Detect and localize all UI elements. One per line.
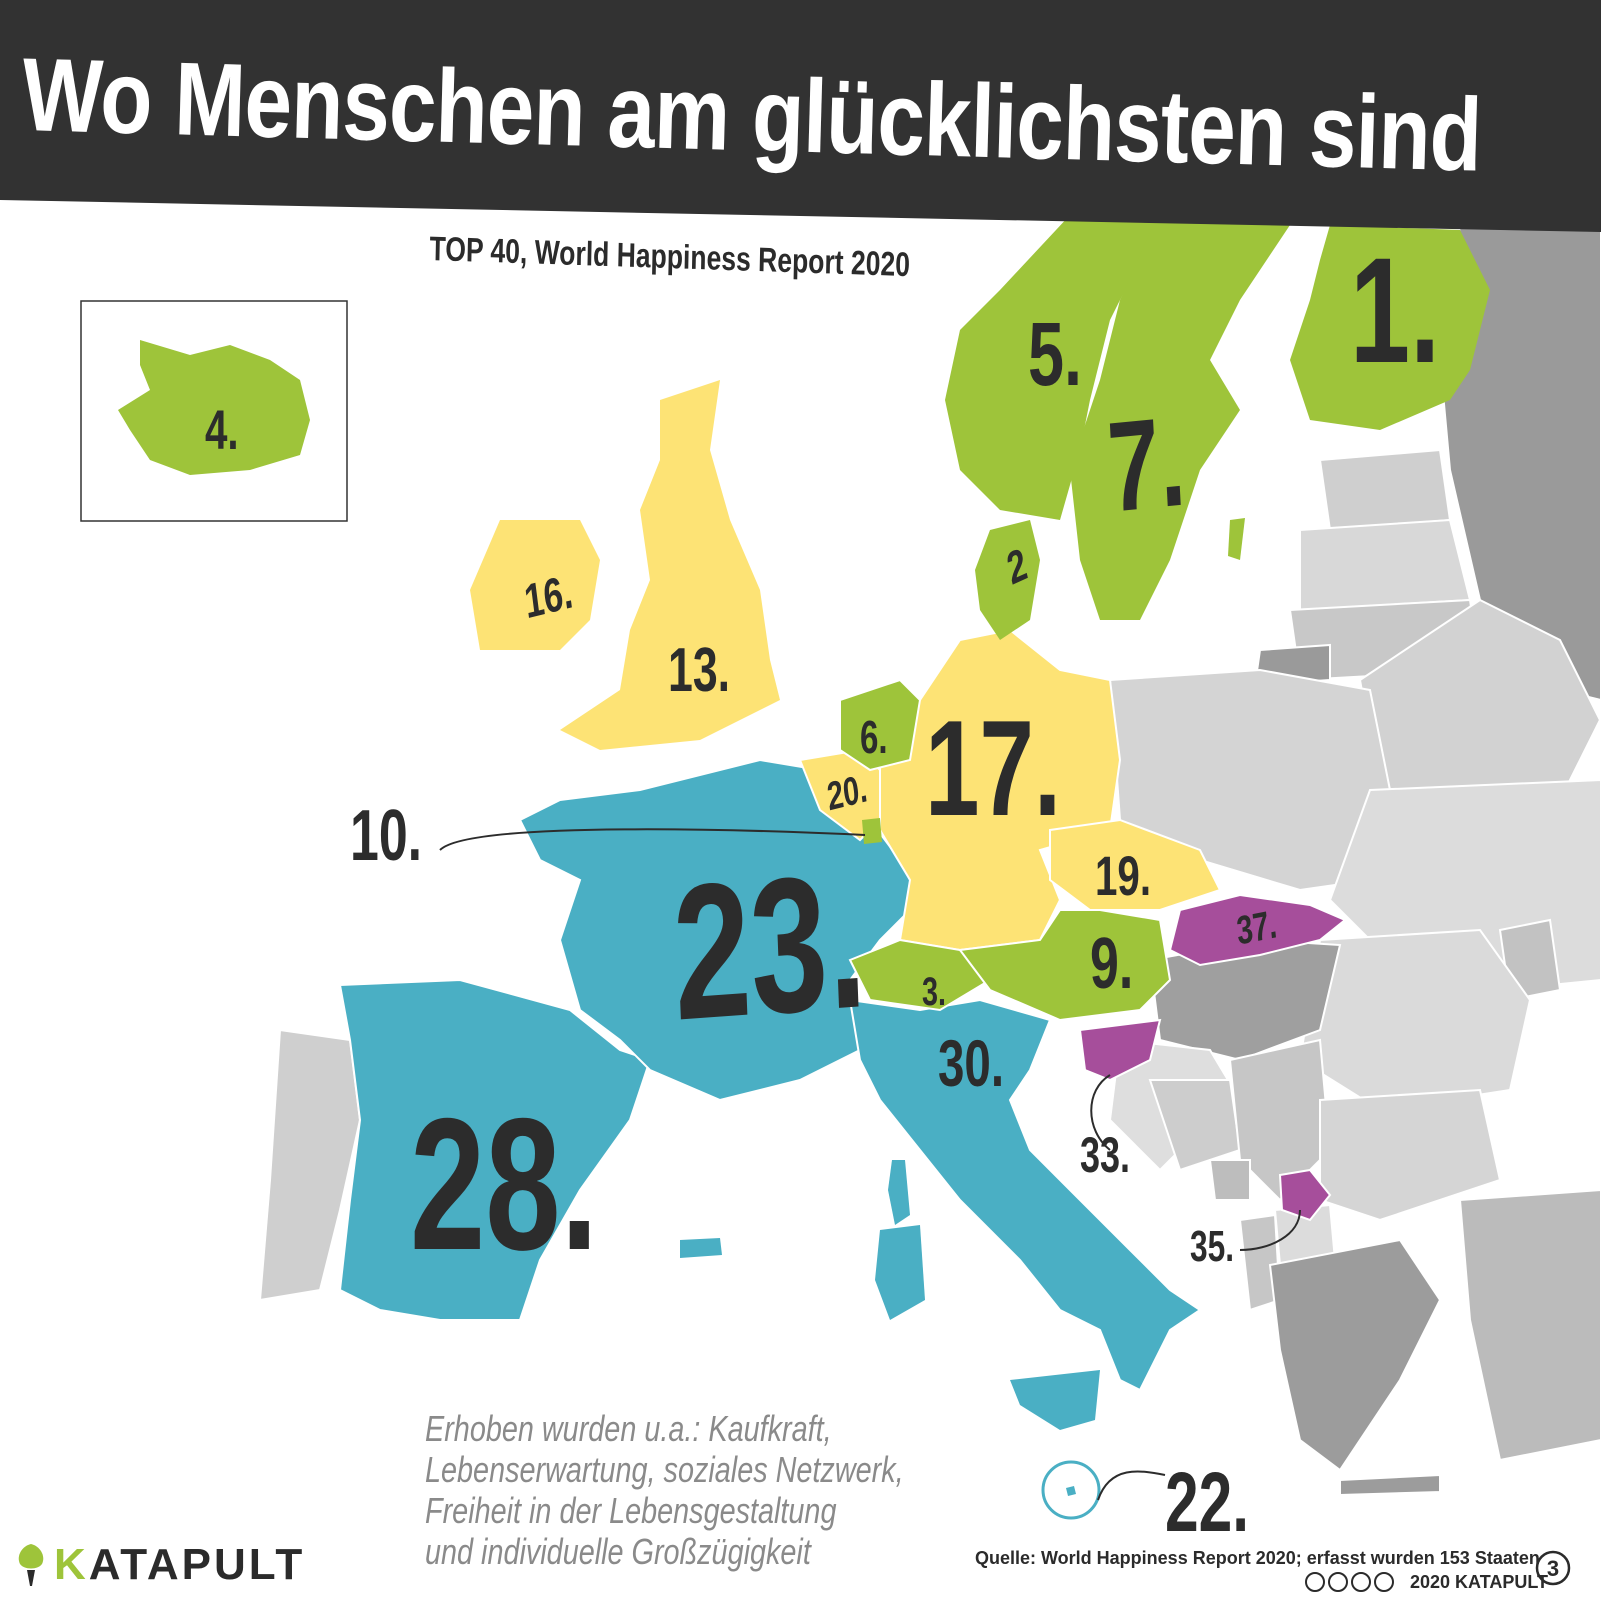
kosovo-shape	[1278, 1168, 1332, 1222]
cc-icon	[1305, 1572, 1325, 1592]
rank-label-finland: 1.	[1350, 226, 1441, 394]
austria-shape	[958, 909, 1172, 1022]
italy-shape	[848, 998, 1202, 1392]
rank-label-uk: 13.	[668, 636, 731, 705]
malta-shape	[1066, 1486, 1076, 1496]
rank-label-sweden: 7.	[1104, 389, 1189, 540]
montenegro-shape	[1208, 1159, 1251, 1201]
greece-shape	[1268, 1238, 1442, 1472]
crete-shape	[1339, 1473, 1441, 1497]
balearic-shape	[680, 1238, 722, 1258]
rank-label-czechia: 19.	[1095, 844, 1152, 907]
credit-text: 2020 KATAPULT	[1410, 1572, 1549, 1592]
nd-icon	[1374, 1572, 1394, 1592]
rank-label-kosovo: 35.	[1190, 1222, 1235, 1271]
corsica-shape	[888, 1160, 910, 1225]
methodology-note: Erhoben wurden u.a.: Kaufkraft, Lebenser…	[425, 1408, 904, 1572]
note-line: Freiheit in der Lebensgestaltung	[425, 1490, 837, 1531]
rank-label-iceland: 4.	[205, 398, 239, 461]
gotland-shape	[1228, 518, 1245, 560]
slovenia-leader-line	[1090, 1074, 1111, 1151]
rank-label-france: 23.	[669, 832, 870, 1061]
rank-label-belgium: 20.	[824, 766, 870, 820]
issue-number-badge: 3	[1535, 1550, 1571, 1586]
rank-label-malta: 22.	[1165, 1455, 1250, 1549]
slovakia-shape	[1168, 893, 1347, 967]
czechia-shape	[1049, 818, 1222, 911]
malta-leader-line	[1097, 1470, 1166, 1501]
rank-label-switzerland: 3.	[922, 970, 947, 1014]
rank-label-austria: 9.	[1090, 924, 1134, 1004]
rank-label-slovakia: 37.	[1234, 902, 1279, 954]
rank-label-netherlands: 6.	[860, 711, 888, 763]
issue-number: 3	[1547, 1556, 1559, 1581]
rank-label-luxembourg: 10.	[350, 796, 423, 876]
note-line: Erhoben wurden u.a.: Kaufkraft,	[425, 1408, 832, 1449]
rank-label-norway: 5.	[1028, 305, 1083, 405]
turkey-shape	[1458, 1188, 1601, 1462]
norway-shape	[945, 210, 1160, 520]
sardinia-shape	[875, 1225, 925, 1320]
slovenia-shape	[1078, 1018, 1162, 1082]
finland-shape	[1290, 225, 1490, 430]
iceland-shape	[118, 340, 310, 475]
luxembourg-leader-line	[439, 828, 866, 851]
nc-icon	[1351, 1572, 1371, 1592]
luxembourg-shape	[862, 818, 882, 844]
malta-callout-circle	[1041, 1460, 1101, 1520]
catapult-icon	[18, 1544, 44, 1586]
spain-shape	[338, 978, 652, 1321]
ireland-shape	[470, 520, 600, 650]
other-countries	[258, 218, 1601, 1497]
sweden-shape	[1070, 210, 1290, 620]
rank-label-slovenia: 33.	[1080, 1127, 1131, 1183]
netherlands-shape	[839, 678, 922, 772]
rank-label-italy: 30.	[938, 1026, 1005, 1100]
kosovo-leader-line	[1239, 1209, 1301, 1251]
brand-rest: ATAPULT	[88, 1540, 306, 1589]
estonia-shape	[1318, 448, 1452, 532]
rank-label-ireland: 16.	[521, 565, 576, 630]
source-text: Quelle: World Happiness Report 2020; erf…	[975, 1548, 1540, 1568]
title-banner	[0, 0, 1601, 232]
denmark-shape	[975, 520, 1040, 640]
uk-shape	[560, 380, 780, 750]
rank-label-spain: 28.	[410, 1079, 599, 1289]
brand-k: K	[54, 1540, 89, 1589]
by-icon	[1328, 1572, 1348, 1592]
note-line: Lebenserwartung, soziales Netzwerk,	[425, 1449, 904, 1490]
rank-label-germany: 17.	[925, 692, 1062, 844]
note-line: und individuelle Großzügigkeit	[425, 1531, 811, 1572]
sicily-shape	[1010, 1370, 1100, 1430]
brand-wordmark: KATAPULT	[54, 1540, 305, 1590]
cc-license-icons	[1305, 1572, 1394, 1592]
latvia-shape	[1299, 518, 1472, 612]
